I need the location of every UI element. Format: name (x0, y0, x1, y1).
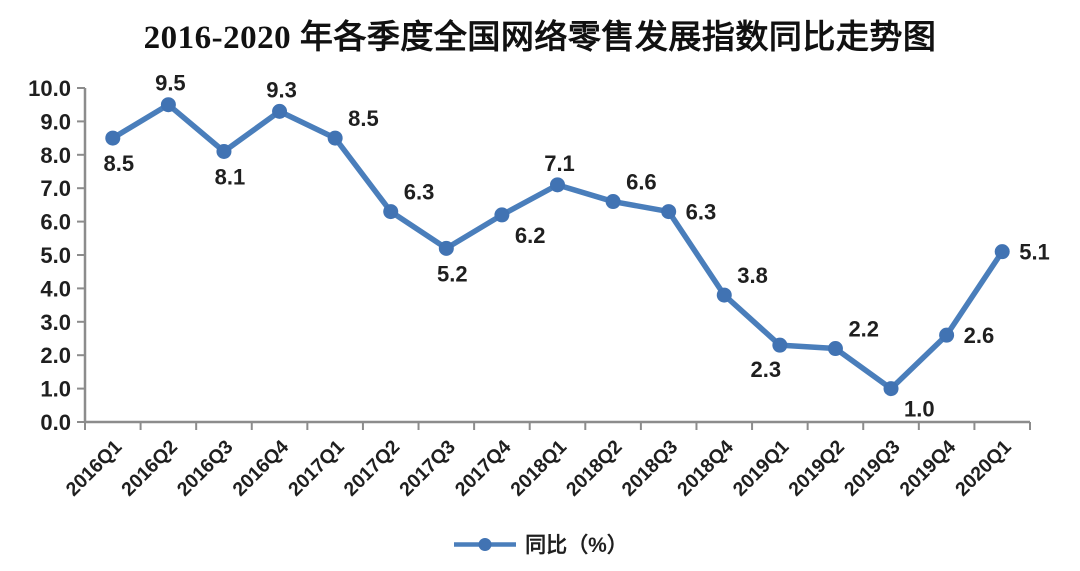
x-axis-tick-label: 2019Q2 (784, 436, 849, 501)
data-point-marker (994, 244, 1010, 260)
x-axis-tick-label: 2016Q4 (228, 436, 293, 501)
x-axis-tick-label: 2016Q2 (117, 436, 182, 501)
data-point-marker (383, 204, 399, 220)
data-point-label: 9.5 (155, 71, 186, 96)
x-axis-tick-label: 2019Q4 (896, 436, 961, 501)
data-point-label: 1.0 (904, 397, 935, 422)
data-point-marker (272, 103, 288, 119)
data-point-label: 2.2 (848, 317, 879, 342)
data-point-marker (216, 143, 232, 159)
data-point-label: 6.2 (515, 223, 546, 248)
data-point-marker (160, 97, 176, 113)
x-axis-tick-label: 2018Q1 (506, 436, 571, 501)
data-point-marker (327, 130, 343, 146)
data-point-marker (105, 130, 121, 146)
legend: 同比（%） (0, 529, 1080, 559)
data-point-label: 9.3 (266, 77, 297, 102)
data-point-label: 8.5 (348, 106, 379, 131)
legend-line-marker-icon (454, 537, 517, 551)
data-point-label: 2.6 (964, 323, 995, 348)
x-axis-tick-label: 2017Q4 (451, 436, 516, 501)
data-point-marker (716, 287, 732, 303)
data-point-marker (661, 204, 677, 220)
data-point-marker (772, 337, 788, 353)
data-point-label: 6.6 (626, 170, 657, 195)
data-point-label: 7.1 (544, 151, 575, 176)
x-axis-tick-label: 2018Q3 (618, 436, 683, 501)
y-axis-tick-label: 2.0 (40, 343, 71, 368)
x-axis-tick-label: 2019Q1 (729, 436, 794, 501)
data-point-label: 5.2 (437, 261, 468, 286)
data-point-label: 6.3 (686, 200, 717, 225)
x-axis-tick-label: 2019Q3 (840, 436, 905, 501)
x-axis-tick-label: 2017Q3 (395, 436, 460, 501)
y-axis-tick-label: 7.0 (40, 176, 71, 201)
y-axis-tick-label: 10.0 (28, 76, 71, 101)
data-point-label: 8.1 (215, 164, 246, 189)
y-axis-tick-label: 9.0 (40, 109, 71, 134)
data-point-label: 6.3 (404, 180, 435, 205)
x-axis-tick-label: 2018Q4 (673, 436, 738, 501)
data-point-marker (550, 177, 565, 193)
y-axis-tick-label: 0.0 (40, 410, 71, 435)
data-point-marker (827, 341, 843, 357)
y-axis-tick-label: 6.0 (40, 210, 71, 235)
data-point-marker (438, 240, 454, 256)
y-axis-tick-label: 4.0 (40, 276, 71, 301)
y-axis-tick-label: 1.0 (40, 377, 71, 402)
data-point-marker (605, 194, 621, 210)
x-axis-tick-label: 2017Q2 (340, 436, 405, 501)
legend-series-label: 同比（%） (525, 534, 628, 557)
series-line (110, 101, 1005, 392)
data-point-marker (939, 327, 955, 343)
x-axis-tick-label: 2016Q3 (173, 436, 238, 501)
data-point-label: 2.3 (751, 357, 782, 382)
x-axis-tick-label: 2017Q1 (284, 436, 349, 501)
y-axis-tick-label: 8.0 (40, 143, 71, 168)
y-axis-tick-label: 5.0 (40, 243, 71, 268)
data-point-marker (883, 381, 899, 397)
data-point-label: 5.1 (1019, 240, 1050, 265)
x-axis-tick-label: 2018Q2 (562, 436, 627, 501)
x-axis-tick-label: 2020Q1 (951, 436, 1016, 501)
x-axis-tick-label: 2016Q1 (62, 436, 127, 501)
data-point-marker (494, 207, 510, 223)
data-point-label: 8.5 (103, 151, 134, 176)
data-point-label: 3.8 (737, 263, 768, 288)
y-axis-tick-label: 3.0 (40, 310, 71, 335)
chart-title: 2016-2020 年各季度全国网络零售发展指数同比走势图 (143, 20, 937, 56)
